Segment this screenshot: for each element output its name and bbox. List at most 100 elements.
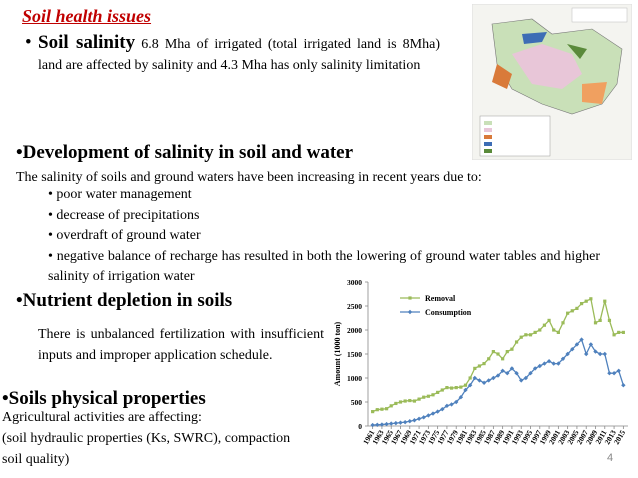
- y-axis-label: Amount (1000 ton): [333, 321, 342, 386]
- data-point: [561, 321, 565, 325]
- data-point: [566, 311, 570, 315]
- data-point: [495, 373, 501, 378]
- data-point: [407, 419, 412, 424]
- y-tick-label: 500: [351, 398, 363, 407]
- data-point: [612, 333, 616, 337]
- data-point: [468, 376, 472, 380]
- data-point: [426, 394, 430, 398]
- data-point: [505, 371, 510, 376]
- data-point: [524, 333, 528, 337]
- data-point: [403, 399, 407, 403]
- data-point: [538, 328, 542, 332]
- data-point: [416, 416, 422, 421]
- y-tick-label: 1500: [347, 350, 362, 359]
- map-image: [472, 4, 632, 160]
- data-point: [463, 383, 468, 387]
- legend-marker: [408, 296, 412, 300]
- data-point: [579, 302, 584, 306]
- bullet-item: poor water management: [48, 185, 600, 206]
- heading: Soils physical properties: [2, 388, 206, 410]
- data-point: [500, 368, 505, 373]
- data-point: [394, 401, 398, 406]
- data-point: [380, 407, 384, 411]
- y-tick-label: 2500: [347, 302, 362, 311]
- data-point: [422, 395, 426, 399]
- heading-text: Development of salinity in soil and wate…: [22, 142, 354, 163]
- data-point: [431, 393, 435, 397]
- data-point: [607, 371, 612, 376]
- data-point: [481, 380, 487, 385]
- data-point: [398, 420, 403, 425]
- body-text: Agricultural activities are affecting: (…: [2, 407, 290, 470]
- data-point: [486, 378, 491, 383]
- salinity-bullet: Soil salinity 6.8 Mha of irrigated (tota…: [25, 32, 441, 76]
- chart: Amount (1000 ton) 0 500 1000 1500 2000 2500 30…: [328, 272, 634, 448]
- data-point: [575, 306, 579, 310]
- data-point: [514, 371, 519, 376]
- data-point: [371, 410, 375, 414]
- data-point: [393, 420, 399, 426]
- bullet-item: negative balance of recharge has resulte…: [48, 247, 600, 288]
- data-point: [598, 318, 602, 322]
- data-point: [408, 398, 412, 403]
- data-point: [449, 402, 454, 407]
- slide-title: Soil health issues: [22, 6, 152, 26]
- data-point: [430, 411, 436, 416]
- data-point: [560, 356, 566, 361]
- data-point: [379, 422, 385, 427]
- data-point: [459, 385, 463, 389]
- data-point: [454, 399, 459, 405]
- heading: Soil salinity: [38, 32, 136, 53]
- data-point: [510, 347, 514, 351]
- data-point: [570, 309, 574, 313]
- legend-label: Removal: [425, 294, 456, 303]
- heading-text: Nutrient depletion in soils: [22, 290, 233, 311]
- data-point: [398, 400, 403, 404]
- text-line: Agricultural activities are affecting:: [2, 410, 202, 425]
- data-point: [463, 387, 468, 393]
- y-tick-label: 0: [358, 422, 362, 431]
- data-point: [467, 383, 473, 388]
- data-point: [389, 404, 393, 408]
- data-point: [505, 350, 509, 354]
- data-point: [607, 318, 612, 322]
- data-point: [528, 371, 533, 376]
- data-point: [621, 330, 625, 334]
- data-point: [528, 333, 533, 337]
- data-point: [547, 318, 551, 322]
- data-point: [584, 351, 589, 357]
- data-point: [458, 395, 464, 400]
- data-point: [487, 357, 491, 361]
- text-line: (soil hydraulic properties (Ks, SWRC), c…: [2, 431, 291, 446]
- data-point: [584, 299, 588, 303]
- y-tick-label: 1000: [347, 374, 362, 383]
- data-point: [435, 409, 440, 414]
- data-point: [501, 357, 505, 361]
- legend-marker: [407, 309, 413, 315]
- y-tick-label: 3000: [347, 278, 362, 287]
- data-point: [603, 299, 607, 303]
- heading: Development of salinity in soil and wate…: [16, 142, 353, 164]
- heading: Nutrient depletion in soils: [16, 290, 233, 312]
- data-point: [440, 407, 445, 412]
- data-point: [533, 330, 537, 334]
- heading-text: Soils physical properties: [8, 388, 206, 409]
- text-line: soil quality): [2, 452, 70, 467]
- data-point: [412, 399, 417, 403]
- data-point: [426, 413, 431, 418]
- data-point: [519, 335, 523, 339]
- body-text: 6.8 Mha of irrigated (total irrigated la…: [38, 37, 441, 73]
- data-point: [552, 328, 556, 332]
- y-tick-label: 2000: [347, 326, 362, 335]
- data-point: [473, 366, 477, 370]
- data-point: [496, 352, 500, 356]
- data-point: [589, 297, 593, 301]
- data-point: [421, 415, 426, 420]
- data-point: [370, 422, 375, 428]
- data-point: [389, 421, 394, 426]
- body-text: The salinity of soils and ground waters …: [16, 170, 482, 185]
- data-point: [556, 330, 560, 334]
- data-point: [440, 388, 444, 392]
- data-point: [412, 418, 417, 423]
